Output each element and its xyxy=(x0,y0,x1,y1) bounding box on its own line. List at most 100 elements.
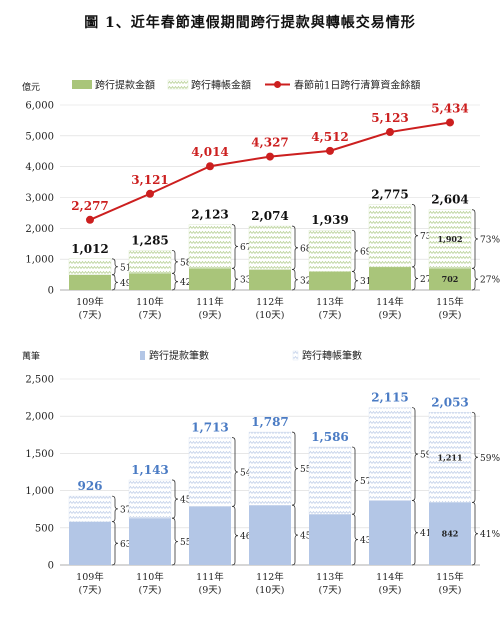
bar-total-label: 1,713 xyxy=(191,421,229,435)
brace-withdraw xyxy=(231,267,239,291)
bar-transfer xyxy=(248,431,292,506)
y-tick-label: 4,000 xyxy=(25,162,54,173)
brace-withdraw xyxy=(411,266,419,291)
bar-group: 1,78755%45% xyxy=(248,415,320,566)
brace-transfer xyxy=(351,229,359,272)
bar-withdraw xyxy=(429,268,471,290)
legend-label-clearing: 春節前1日跨行清算資金餘額 xyxy=(294,79,420,92)
legend-label-transfer: 跨行轉帳金額 xyxy=(191,79,251,92)
bar-withdraw xyxy=(129,273,171,290)
x-tick-label: 114年 xyxy=(376,296,404,308)
y-tick-label: 0 xyxy=(48,561,54,572)
brace-withdraw xyxy=(291,504,299,566)
brace-withdraw xyxy=(351,513,359,566)
brace-withdraw xyxy=(471,501,479,566)
bar-transfer xyxy=(248,225,292,270)
x-tick-sublabel: (9天) xyxy=(439,585,462,596)
x-tick-sublabel: (10天) xyxy=(255,310,284,321)
brace-transfer xyxy=(471,209,479,269)
bar-withdraw xyxy=(69,274,111,290)
bar-transfer xyxy=(68,495,112,522)
inside-withdraw-value: 842 xyxy=(442,529,459,539)
y-tick-label: 1,000 xyxy=(25,255,54,266)
clearing-balance-point xyxy=(446,118,454,127)
bar-transfer xyxy=(368,204,412,268)
clearing-balance-label: 3,121 xyxy=(131,173,169,187)
bar-group: 2,77573%27% xyxy=(368,187,440,291)
x-tick-sublabel: (9天) xyxy=(199,585,222,596)
x-tick-sublabel: (7天) xyxy=(79,310,102,321)
brace-transfer xyxy=(411,407,419,501)
bar-total-label: 1,143 xyxy=(131,463,169,477)
clearing-balance-label: 5,123 xyxy=(371,111,409,125)
amount-chart: 億元01,0002,0003,0004,0005,0006,0001,01251… xyxy=(22,79,500,322)
legend-swatch-transfer xyxy=(167,79,189,90)
x-tick-label: 115年 xyxy=(436,571,464,583)
y-tick-label: 1,000 xyxy=(25,486,54,497)
brace-withdraw xyxy=(291,269,299,291)
y-tick-label: 5,000 xyxy=(25,131,54,142)
clearing-balance-label: 4,014 xyxy=(191,145,229,159)
legend-swatch-withdraw-count xyxy=(140,351,145,360)
clearing-balance-point xyxy=(206,162,214,171)
y-tick-label: 6,000 xyxy=(25,101,54,112)
inside-transfer-value: 1,902 xyxy=(437,234,462,244)
x-tick-sublabel: (10天) xyxy=(255,585,284,596)
brace-transfer xyxy=(111,258,119,276)
clearing-balance-label: 4,512 xyxy=(311,130,349,144)
bar-transfer xyxy=(428,209,472,269)
bar-withdraw xyxy=(69,521,111,565)
x-tick-sublabel: (9天) xyxy=(379,585,402,596)
bar-withdraw xyxy=(309,271,351,290)
x-tick-label: 113年 xyxy=(316,296,344,308)
bar-total-label: 2,775 xyxy=(371,187,409,201)
y-tick-label: 1,500 xyxy=(25,449,54,460)
brace-withdraw xyxy=(231,505,239,566)
bar-withdraw xyxy=(189,268,231,290)
brace-withdraw xyxy=(171,272,179,291)
x-tick-sublabel: (9天) xyxy=(439,310,462,321)
brace-withdraw xyxy=(171,517,179,566)
legend-swatch-transfer-count xyxy=(292,350,299,361)
bar-total-label: 2,115 xyxy=(371,391,409,405)
legend-amount: 跨行提款金額 跨行轉帳金額 春節前1日跨行清算資金餘額 xyxy=(72,79,420,92)
brace-withdraw xyxy=(111,521,119,566)
bar-total-label: 1,787 xyxy=(251,415,289,429)
y-tick-label: 2,000 xyxy=(25,412,54,423)
pct-transfer-label: 59% xyxy=(480,454,500,464)
y-tick-label: 2,000 xyxy=(25,224,54,235)
bar-group: 2,604 1,902 702 73% 27% xyxy=(428,193,500,291)
bar-total-label: 2,604 xyxy=(431,193,469,207)
x-tick-sublabel: (7天) xyxy=(319,585,342,596)
bar-transfer xyxy=(128,479,172,519)
y-tick-label: 500 xyxy=(35,523,54,534)
bar-withdraw xyxy=(249,505,291,565)
clearing-balance-label: 4,327 xyxy=(251,136,289,150)
bar-withdraw xyxy=(129,518,171,565)
clearing-balance-point xyxy=(146,189,154,198)
brace-withdraw xyxy=(111,274,119,291)
brace-transfer xyxy=(231,437,239,507)
legend-marker-clearing xyxy=(274,81,281,88)
bar-group: 2,053 1,211 842 59% 41% xyxy=(428,395,500,566)
bar-total-label: 1,012 xyxy=(71,242,109,256)
bar-total-label: 1,586 xyxy=(311,430,349,444)
count-chart: 萬筆05001,0001,5002,0002,50092637%63%109年(… xyxy=(22,349,500,596)
brace-withdraw xyxy=(351,271,359,291)
y-tick-label: 3,000 xyxy=(25,193,54,204)
brace-transfer xyxy=(231,224,239,269)
x-tick-label: 111年 xyxy=(196,296,224,308)
brace-transfer xyxy=(351,446,359,515)
brace-transfer xyxy=(291,431,299,506)
y-tick-label: 2,500 xyxy=(25,375,54,386)
x-tick-label: 110年 xyxy=(136,571,164,583)
x-tick-label: 109年 xyxy=(76,296,104,308)
bar-withdraw xyxy=(309,514,351,565)
bar-transfer xyxy=(188,224,232,269)
clearing-balance-point xyxy=(326,146,334,155)
legend-label-withdraw-count: 跨行提款筆數 xyxy=(149,349,209,362)
brace-withdraw xyxy=(411,500,419,566)
x-tick-label: 109年 xyxy=(76,571,104,583)
clearing-balance-point xyxy=(266,152,274,161)
bar-total-label: 1,939 xyxy=(311,213,349,227)
